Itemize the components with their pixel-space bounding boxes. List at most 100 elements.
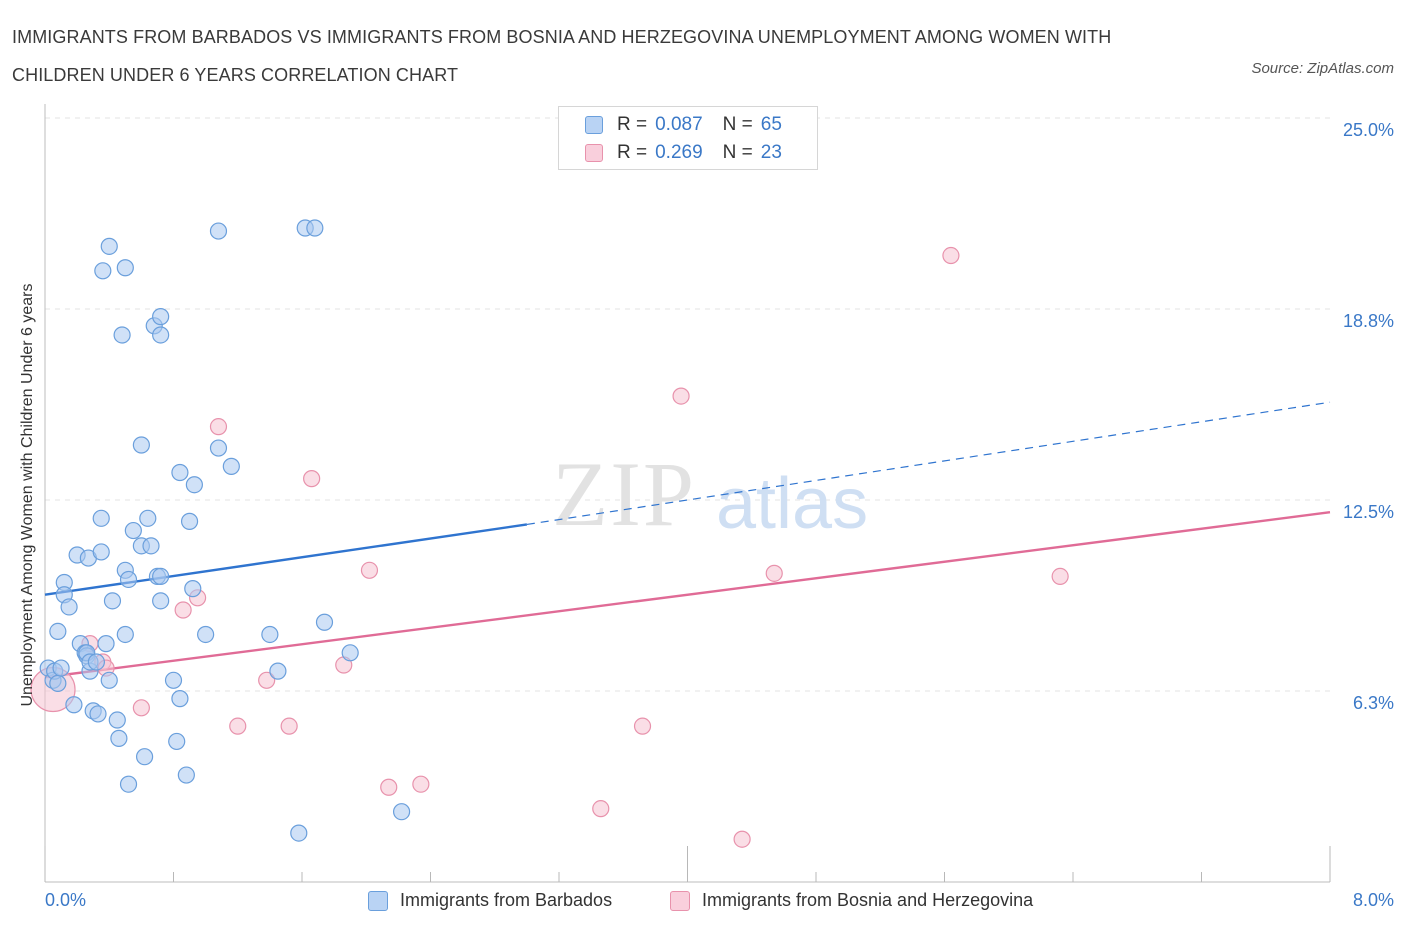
watermark: ZIP atlas [552, 443, 868, 545]
bosnia-trend-line [44, 511, 1331, 679]
barbados-point-67 [392, 803, 411, 821]
barbados-point-23 [94, 262, 112, 280]
bottom-legend-label-barbados: Immigrants from Barbados [400, 890, 613, 910]
barbados-point-65 [315, 613, 334, 631]
barbados-point-40 [139, 509, 157, 527]
barbados-trend-extension [526, 401, 1331, 526]
barbados-point-54 [184, 580, 202, 598]
legend-row-barbados: R = 0.087 N = 65 [585, 113, 782, 137]
barbados-point-61 [269, 662, 287, 680]
barbados-point-64 [306, 219, 324, 237]
legend-r-value-bosnia: 0.269 [655, 142, 703, 163]
bottom-legend-barbados: Immigrants from Barbados [368, 890, 612, 911]
barbados-point-32 [116, 625, 134, 644]
bosnia-point-17 [633, 717, 652, 735]
barbados-point-5 [52, 659, 70, 677]
barbados-point-58 [209, 439, 228, 457]
bosnia-points [30, 246, 1069, 848]
barbados-point-51 [171, 463, 189, 482]
legend-row-bosnia: R = 0.269 N = 23 [585, 141, 782, 165]
barbados-point-26 [103, 592, 122, 610]
barbados-point-47 [152, 326, 170, 344]
legend-n-value-barbados: 65 [760, 114, 782, 135]
barbados-point-55 [185, 476, 203, 494]
barbados-point-59 [222, 457, 240, 475]
bosnia-point-21 [942, 246, 960, 265]
legend-n-label-bosnia: N = [722, 142, 753, 163]
legend-r-value-barbados: 0.087 [655, 114, 703, 135]
barbados-point-45 [152, 567, 170, 586]
chart-title: IMMIGRANTS FROM BARBADOS VS IMMIGRANTS F… [12, 27, 1112, 85]
barbados-point-3 [49, 674, 67, 692]
barbados-point-28 [108, 711, 126, 729]
bottom-legend-swatch-bosnia [670, 890, 690, 911]
barbados-point-35 [119, 570, 138, 589]
barbados-point-36 [124, 521, 142, 540]
bosnia-point-19 [733, 830, 751, 848]
legend-r-label-bosnia: R = [617, 142, 648, 163]
legend-r-label-barbados: R = [617, 114, 648, 135]
bosnia-point-10 [280, 717, 298, 735]
barbados-point-50 [171, 690, 189, 708]
bosnia-point-11 [303, 470, 321, 488]
barbados-point-9 [65, 696, 83, 714]
legend-swatch-bosnia [585, 144, 603, 162]
barbados-point-21 [92, 543, 110, 561]
barbados-point-24 [97, 635, 115, 653]
barbados-point-29 [110, 729, 128, 747]
barbados-point-48 [164, 671, 183, 689]
barbados-point-41 [142, 537, 160, 555]
bottom-legend-bosnia: Immigrants from Bosnia and Herzegovina [670, 890, 1033, 911]
barbados-point-49 [168, 732, 186, 751]
y-axis-label: Unemployment Among Women with Children U… [19, 283, 36, 707]
bosnia-point-22 [1051, 567, 1069, 586]
y-tick-label-2: 18.8% [1342, 311, 1394, 331]
barbados-point-22 [92, 509, 110, 527]
grid-lines [45, 117, 1330, 692]
bottom-legend-label-bosnia: Immigrants from Bosnia and Herzegovina [702, 890, 1034, 910]
axes [44, 104, 1331, 883]
watermark-atlas: atlas [716, 464, 868, 544]
x-tick-label-1: 8.0% [1352, 890, 1394, 910]
barbados-point-25 [100, 671, 118, 689]
barbados-point-53 [180, 512, 199, 530]
barbados-point-38 [132, 436, 150, 454]
bosnia-point-16 [592, 800, 610, 818]
barbados-point-34 [119, 775, 138, 793]
barbados-points [39, 219, 411, 842]
watermark-zip: ZIP [552, 443, 696, 545]
bosnia-point-7 [209, 418, 228, 436]
barbados-point-20 [89, 705, 107, 723]
source-label: Source: ZipAtlas.com [1251, 60, 1394, 77]
bosnia-point-14 [380, 778, 398, 796]
y-tick-label-1: 12.5% [1342, 502, 1394, 522]
bottom-legend-swatch-barbados [368, 890, 388, 911]
bosnia-point-5 [174, 601, 192, 619]
barbados-point-52 [177, 766, 195, 784]
barbados-point-46 [152, 308, 170, 326]
legend-n-label-barbados: N = [722, 114, 753, 135]
barbados-point-44 [152, 592, 170, 610]
barbados-point-8 [60, 598, 78, 616]
y-tick-label-0: 6.3% [1352, 693, 1394, 713]
bosnia-point-20 [765, 564, 783, 582]
barbados-point-31 [116, 259, 134, 277]
correlation-legend: R = 0.087 N = 65 R = 0.269 N = 23 [558, 106, 818, 170]
barbados-point-62 [290, 824, 308, 842]
barbados-point-30 [113, 326, 131, 344]
x-tick-label-0: 0.0% [45, 890, 87, 910]
bosnia-point-13 [360, 561, 379, 579]
bosnia-point-4 [132, 699, 150, 717]
barbados-point-19 [87, 653, 106, 671]
barbados-point-60 [261, 625, 279, 644]
barbados-point-56 [197, 625, 215, 644]
barbados-point-39 [135, 748, 154, 766]
barbados-trend-line [44, 523, 528, 596]
barbados-point-66 [341, 644, 359, 662]
bosnia-point-8 [229, 717, 247, 735]
barbados-point-27 [100, 237, 118, 255]
bosnia-point-15 [412, 775, 430, 793]
barbados-point-57 [209, 222, 228, 240]
legend-swatch-barbados [585, 116, 603, 134]
